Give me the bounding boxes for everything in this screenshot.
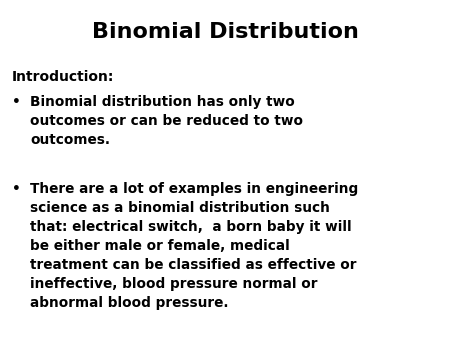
Text: Introduction:: Introduction:	[12, 70, 114, 84]
Text: Binomial Distribution: Binomial Distribution	[91, 22, 359, 42]
Text: There are a lot of examples in engineering
science as a binomial distribution su: There are a lot of examples in engineeri…	[30, 182, 358, 310]
Text: •: •	[12, 95, 21, 109]
Text: •: •	[12, 182, 21, 196]
Text: Binomial distribution has only two
outcomes or can be reduced to two
outcomes.: Binomial distribution has only two outco…	[30, 95, 303, 147]
